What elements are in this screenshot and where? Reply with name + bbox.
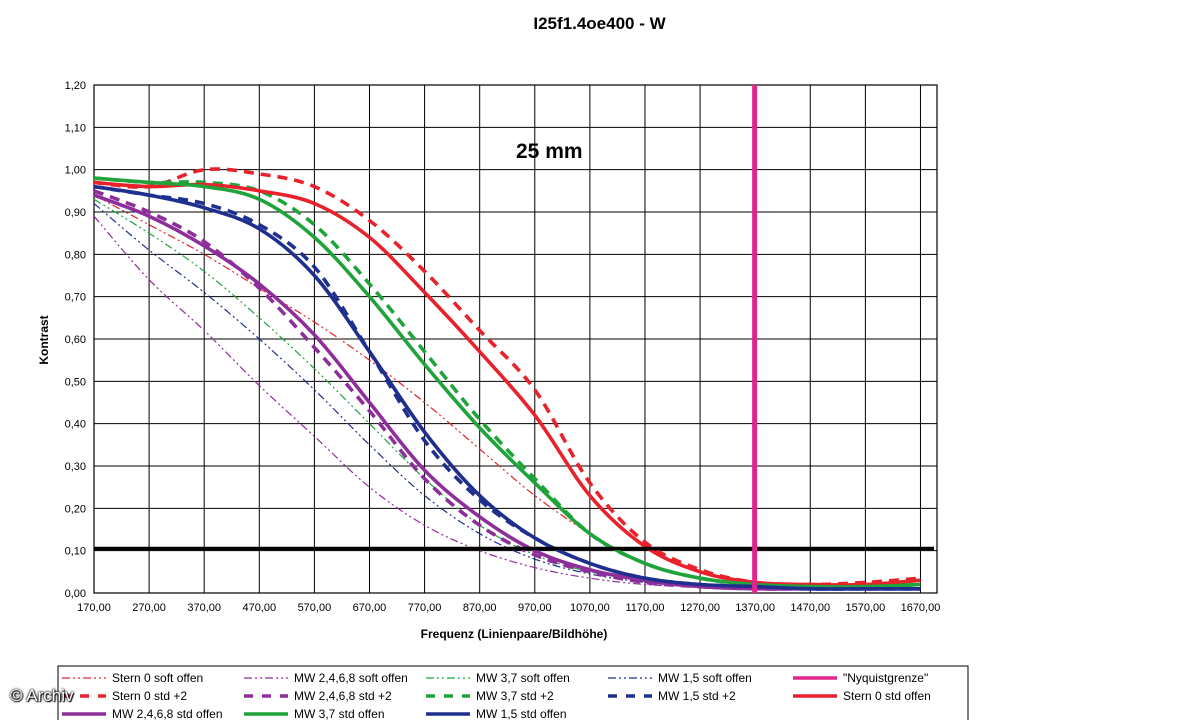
x-tick-label: 1070,00 <box>570 602 610 614</box>
y-tick-label: 0,20 <box>65 503 86 515</box>
x-tick-label: 1170,00 <box>626 602 665 614</box>
y-tick-label: 0,40 <box>65 419 86 431</box>
series-line-mw-1-5-std-offen <box>93 184 921 591</box>
x-tick-label: 470,00 <box>242 602 276 614</box>
legend-label: MW 2,4,6,8 std +2 <box>294 689 392 703</box>
y-tick-labels: 0,00 0,10 0,20 0,30 0,40 0,50 0,60 0,70 0,80 0,90… <box>65 80 86 600</box>
series-line-stern-0-soft-offen <box>93 194 921 588</box>
legend-label: Stern 0 std +2 <box>112 689 187 703</box>
x-tick-label: 670,00 <box>353 602 387 614</box>
x-axis-label: Frequenz (Linienpaare/Bildhöhe) <box>421 627 608 641</box>
reference-lines <box>94 85 934 593</box>
y-tick-label: 1,10 <box>65 122 86 134</box>
series-layer <box>93 167 921 591</box>
y-tick-label: 1,00 <box>65 165 86 177</box>
legend-label: MW 1,5 soft offen <box>658 671 752 685</box>
legend-box <box>57 665 969 720</box>
y-tick-label: 0,50 <box>65 376 86 388</box>
legend-label: Stern 0 std offen <box>843 689 931 703</box>
x-tick-label: 970,00 <box>518 602 552 614</box>
series-line-mw-3-7-soft-offen <box>93 198 921 590</box>
legend: Stern 0 soft offen MW 2,4,6,8 soft offen M… <box>57 665 969 720</box>
x-tick-label: 770,00 <box>408 602 442 614</box>
x-tick-label: 1270,00 <box>680 602 720 614</box>
y-tick-label: 0,30 <box>65 461 86 473</box>
legend-label: MW 2,4,6,8 std offen <box>112 707 223 720</box>
y-tick-label: 0,80 <box>65 249 86 261</box>
chart-title: I25f1.4oe400 - W <box>533 14 666 33</box>
legend-label: MW 3,7 std offen <box>294 707 385 720</box>
x-tick-label: 170,00 <box>77 602 111 614</box>
legend-label: "Nyquistgrenze" <box>843 671 928 685</box>
copyright-watermark: © Archiv <box>10 686 74 705</box>
y-tick-label: 0,70 <box>65 292 86 304</box>
x-tick-label: 1370,00 <box>735 602 775 614</box>
x-tick-label: 1570,00 <box>845 602 885 614</box>
legend-label: MW 1,5 std offen <box>476 707 567 720</box>
legend-label: Stern 0 soft offen <box>112 671 203 685</box>
legend-label: MW 3,7 soft offen <box>476 671 570 685</box>
x-tick-label: 1670,00 <box>901 602 941 614</box>
y-tick-label: 0,00 <box>65 588 86 600</box>
x-tick-label: 570,00 <box>298 602 332 614</box>
x-tick-label: 1470,00 <box>790 602 830 614</box>
y-axis-label: Kontrast <box>37 315 51 364</box>
y-tick-label: 0,10 <box>65 546 86 558</box>
legend-label: MW 1,5 std +2 <box>658 689 736 703</box>
x-tick-label: 270,00 <box>132 602 166 614</box>
x-tick-labels: 170,00 270,00 370,00 470,00 570,00 670,00 770,… <box>77 602 940 614</box>
x-tick-label: 370,00 <box>187 602 221 614</box>
legend-label: MW 2,4,6,8 soft offen <box>294 671 408 685</box>
y-tick-label: 0,90 <box>65 207 86 219</box>
x-tick-label: 870,00 <box>463 602 497 614</box>
y-tick-label: 1,20 <box>65 80 86 92</box>
legend-label: MW 3,7 std +2 <box>476 689 554 703</box>
series-line-mw-3-7-std-offen <box>93 176 921 589</box>
focal-length-annotation: 25 mm <box>516 140 583 163</box>
y-tick-label: 0,60 <box>65 334 86 346</box>
